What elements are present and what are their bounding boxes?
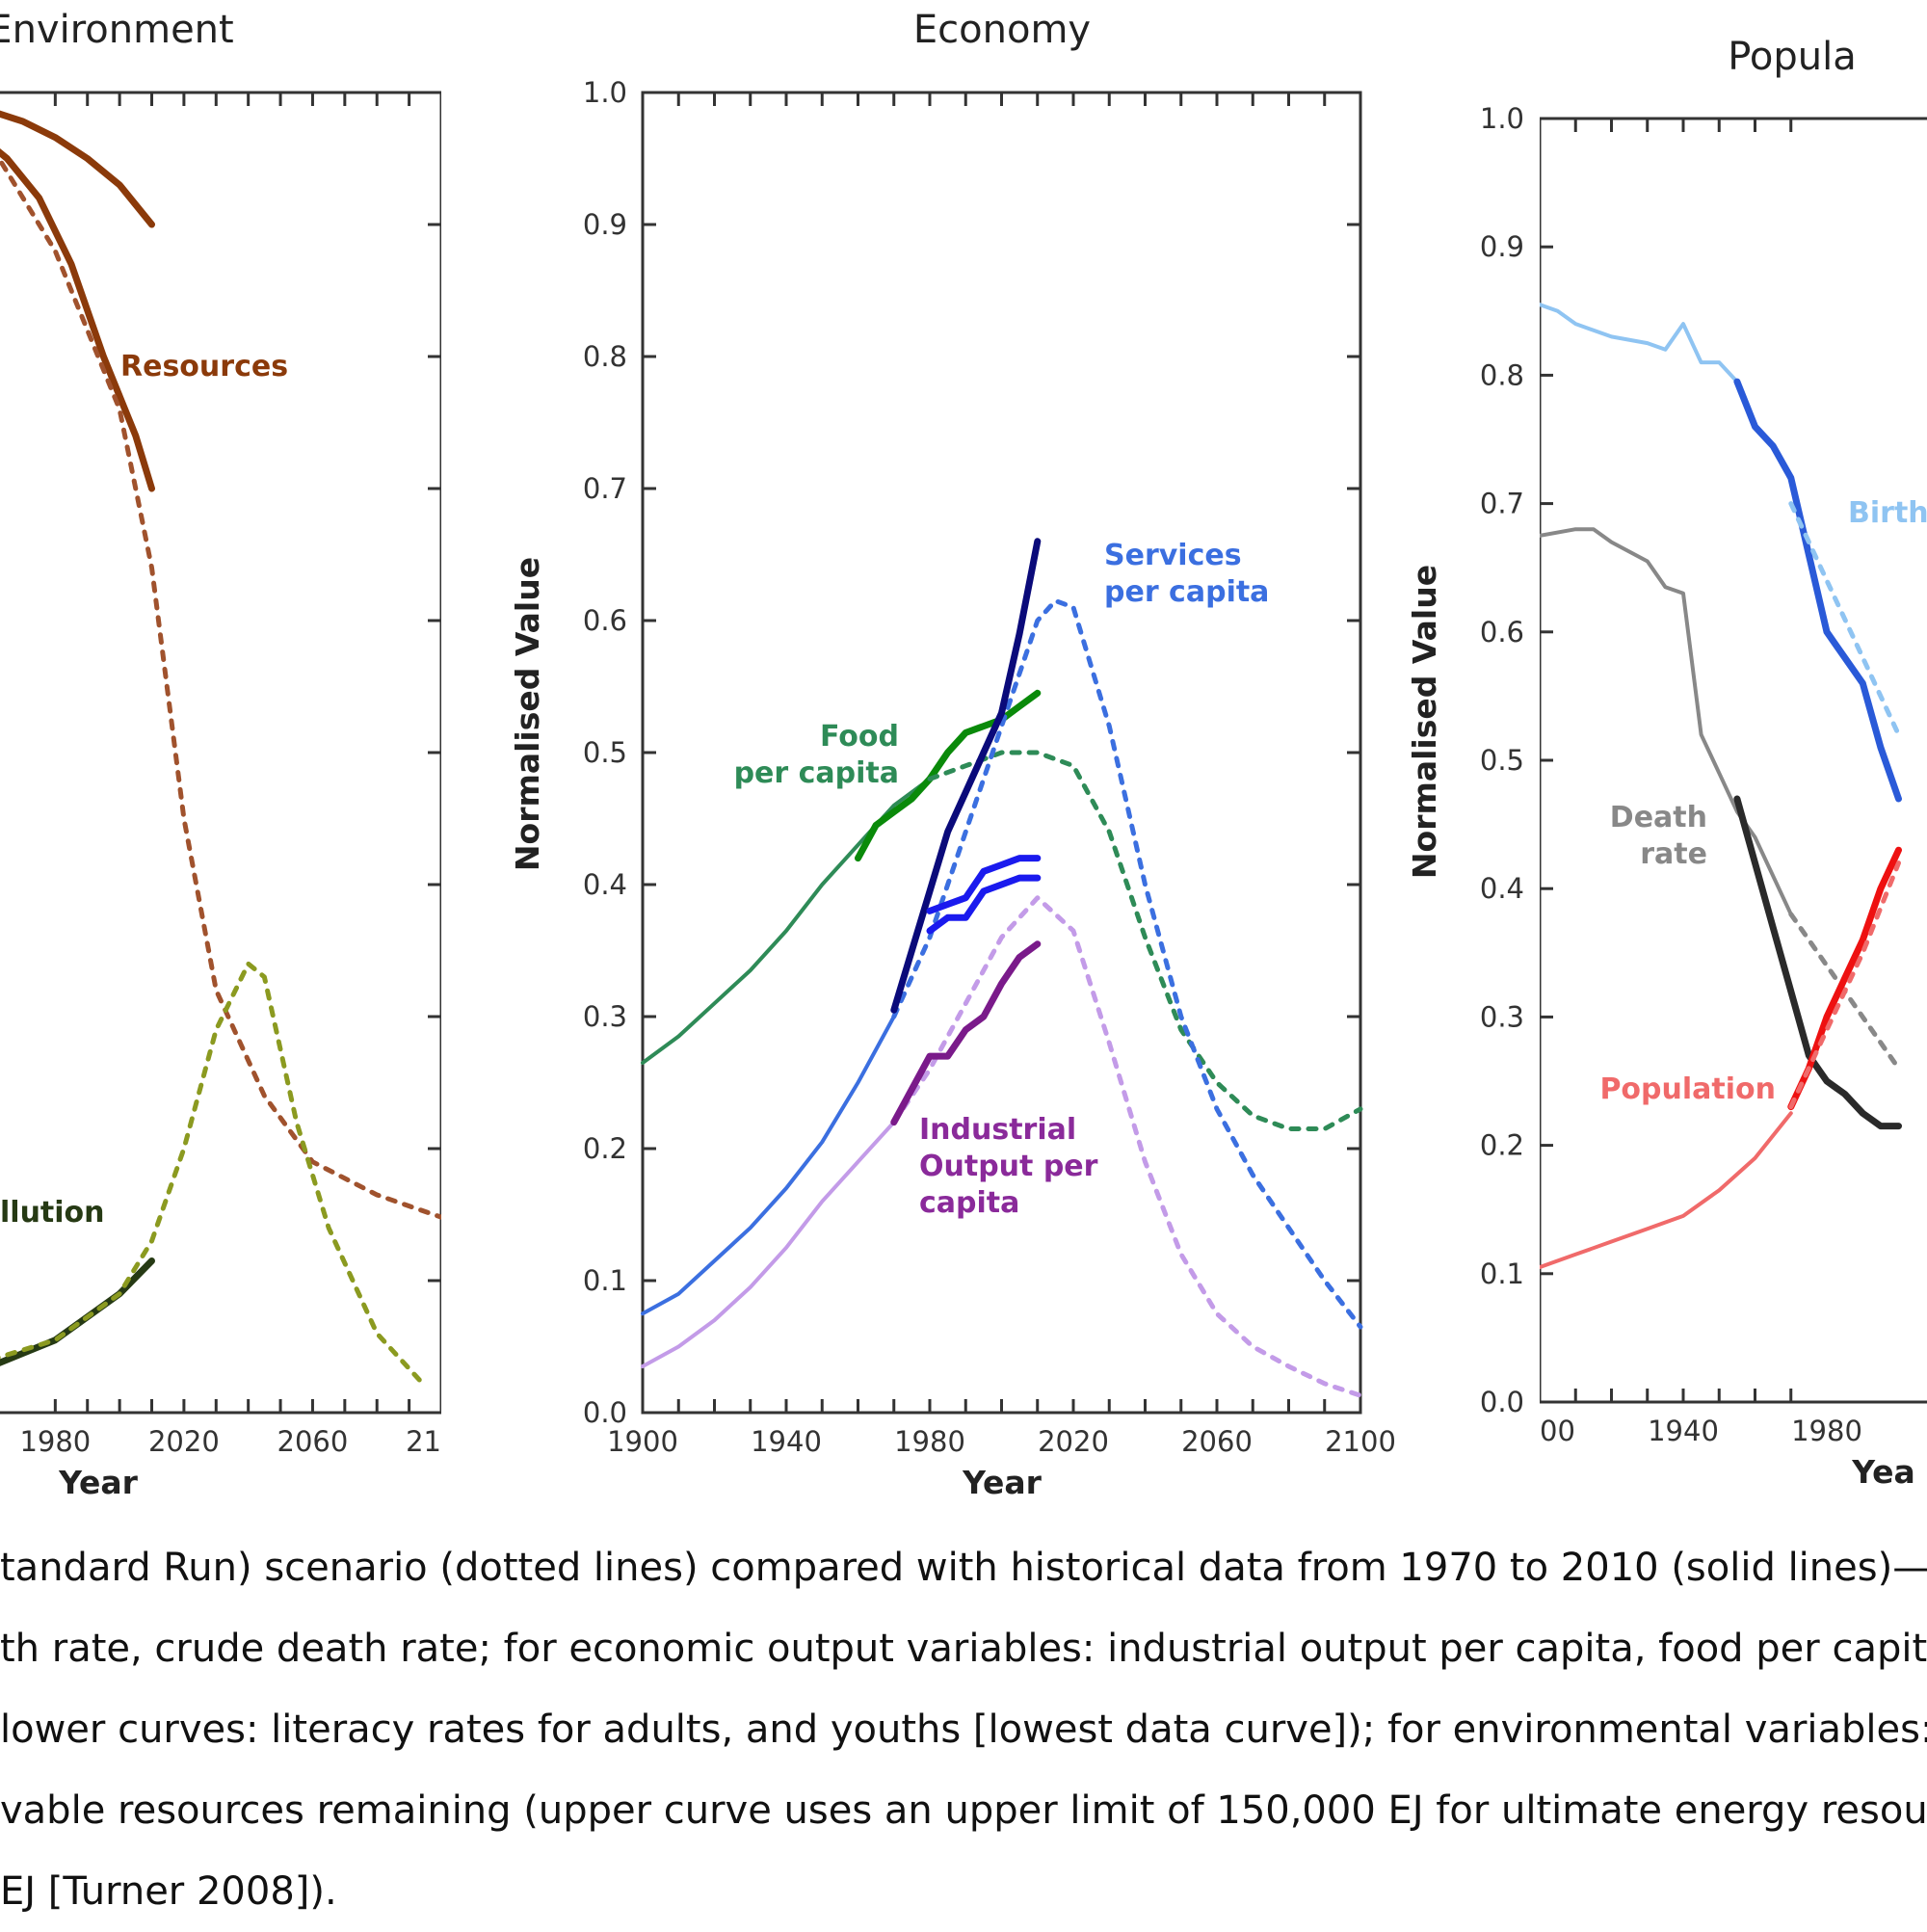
y-tick-label: 0.3 — [583, 1000, 627, 1033]
x-tick-label: 1900 — [1504, 1415, 1575, 1447]
y-axis-label: Normalised Value — [509, 557, 546, 871]
figure-caption-line-3: lower curves: literacy rates for adults,… — [0, 1707, 1927, 1752]
chart-title: Environment — [0, 8, 234, 52]
y-axis-label: Normalised Value — [1406, 565, 1443, 879]
chart-title: Economy — [913, 8, 1091, 52]
series-line-death-rate-data — [1733, 795, 1902, 1130]
chart-environment: 1980 2020 2060 2100 Resources llution Environm… — [0, 8, 477, 1501]
series-line-services-per-capita-data — [890, 538, 1042, 1014]
y-tick-label: 0.6 — [583, 604, 627, 637]
series-line-population — [1540, 1111, 1793, 1270]
series-line-resources-lower — [0, 147, 155, 492]
series-line-food-per-capita-model — [927, 750, 1363, 1131]
y-tick-label: 0.6 — [1480, 616, 1524, 648]
figure-caption-line-5: EJ [Turner 2008]). — [0, 1869, 337, 1914]
series-line-birth-rate — [1540, 303, 1739, 384]
x-tick-label: 1980 — [1791, 1415, 1862, 1447]
y-tick-label: 0.4 — [583, 868, 627, 901]
y-tick-label: 0.5 — [1480, 744, 1524, 777]
y-tick-label: 0.7 — [1480, 488, 1524, 520]
x-tick-label: 1980 — [894, 1425, 965, 1458]
x-tick-label: 2020 — [1038, 1425, 1109, 1458]
x-axis-label: Yea — [1851, 1453, 1915, 1491]
y-tick-label: 0.1 — [583, 1264, 627, 1297]
chart-environment-clipped: 1980 2020 2060 2100 Resources llution — [0, 91, 477, 1458]
series-line-services-per-capita-data-lower — [926, 874, 1042, 935]
series-line-population-model — [1788, 860, 1901, 1110]
series-line-pollution — [0, 1257, 155, 1366]
y-tick-label: 0.3 — [1480, 1000, 1524, 1033]
x-tick-label: 2100 — [406, 1425, 477, 1458]
x-tick-label: 2020 — [148, 1425, 220, 1458]
x-tick-label: 1940 — [751, 1425, 822, 1458]
series-label-food-per-capita: Food — [820, 720, 899, 754]
y-tick-label: 0.2 — [1480, 1129, 1524, 1162]
y-tick-label: 0.0 — [1480, 1386, 1524, 1418]
series-label-pollution: llution — [0, 1196, 105, 1230]
figure-caption-line-4: vable resources remaining (upper curve u… — [0, 1788, 1927, 1833]
series-line-food-per-capita-data — [855, 689, 1042, 862]
series-line-industrial-output-per-capita-data — [890, 940, 1042, 1126]
y-tick-label: 1.0 — [1480, 102, 1524, 135]
series-line-birth-rate-model — [1788, 501, 1901, 737]
y-tick-label: 0.9 — [583, 208, 627, 241]
x-axis-label: Year — [58, 1464, 139, 1501]
series-label-death-rate: Death — [1610, 801, 1707, 834]
y-tick-label: 0.5 — [583, 736, 627, 769]
x-axis-label: Year — [962, 1464, 1043, 1501]
x-tick-label: 2060 — [277, 1425, 349, 1458]
series-line-birth-rate-data — [1733, 378, 1902, 803]
series-line-services-per-capita-model — [891, 598, 1363, 1330]
series-label-population: Population — [1599, 1072, 1776, 1106]
series-label-industrial-output-per-capita: Output per — [919, 1150, 1098, 1183]
y-tick-label: 0.7 — [583, 472, 627, 505]
y-tick-label: 0.9 — [1480, 230, 1524, 263]
y-tick-label: 1.0 — [583, 76, 627, 109]
plot-frame — [0, 91, 441, 1415]
series-label-industrial-output-per-capita: capita — [919, 1186, 1019, 1220]
series-label-food-per-capita: per capita — [734, 756, 899, 790]
x-tick-label: 1900 — [607, 1425, 678, 1458]
figure-caption-line-1: tandard Run) scenario (dotted lines) com… — [0, 1546, 1927, 1590]
x-tick-label: 2100 — [1325, 1425, 1396, 1458]
series-label-death-rate: rate — [1640, 837, 1707, 871]
figure-caption-line-2: th rate, crude death rate; for economic … — [0, 1627, 1927, 1671]
series-label-services-per-capita: Services — [1104, 539, 1242, 572]
series-label-resources: Resources — [120, 350, 288, 384]
y-tick-label: 0.8 — [583, 340, 627, 373]
series-line-resources-model — [0, 155, 441, 1220]
x-tick-label: 1940 — [1648, 1415, 1719, 1447]
y-tick-label: 0.8 — [1480, 358, 1524, 391]
y-tick-label: 0.4 — [1480, 872, 1524, 905]
series-line-services-per-capita — [641, 1015, 896, 1316]
x-tick-label: 1980 — [19, 1425, 91, 1458]
chart-economy: Economy 1900 1940 1980 2020 2060 2100 0.0 0.1 0.2… — [509, 8, 1396, 1501]
y-tick-label: 0.0 — [583, 1396, 627, 1429]
series-line-pollution-model — [0, 961, 428, 1389]
series-line-industrial-output-per-capita — [641, 1120, 896, 1368]
series-label-services-per-capita: per capita — [1104, 575, 1269, 609]
series-line-services-per-capita-data-upper — [926, 855, 1042, 914]
series-line-resources — [0, 110, 155, 228]
chart-title: Popula — [1728, 35, 1857, 79]
x-tick-label: 2060 — [1181, 1425, 1253, 1458]
y-tick-label: 0.2 — [583, 1132, 627, 1165]
series-label-industrial-output-per-capita: Industrial — [919, 1113, 1076, 1147]
y-tick-label: 0.1 — [1480, 1257, 1524, 1290]
plot-frame — [1540, 117, 1927, 1404]
series-line-food-per-capita — [641, 777, 932, 1065]
charts-canvas: 1980 2020 2060 2100 Resources llution Environm… — [0, 8, 1927, 1501]
series-label-birth-rate: Birth — [1848, 496, 1927, 530]
